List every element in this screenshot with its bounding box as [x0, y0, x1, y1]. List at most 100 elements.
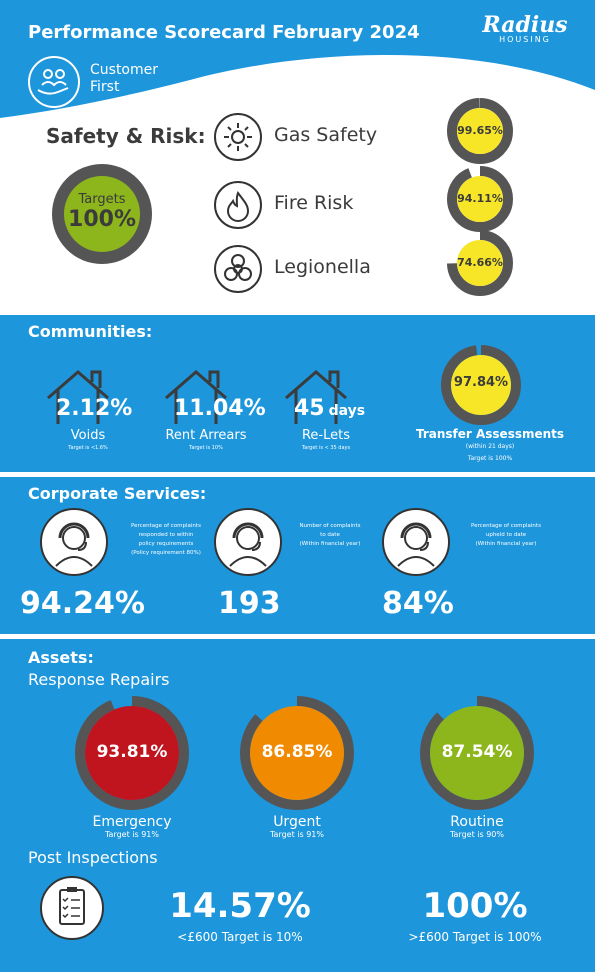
- repair-progress-fill: [250, 706, 344, 800]
- corporate-heading: Corporate Services:: [28, 484, 207, 503]
- safety-item-value: 94.11%: [457, 192, 503, 205]
- page-title: Performance Scorecard February 2024: [28, 22, 420, 43]
- people-hand-icon: [37, 69, 69, 95]
- biohazard-icon: [224, 254, 252, 281]
- transfer-progress: [441, 345, 521, 425]
- transfer-progress-progress-arc: [441, 345, 521, 425]
- safety-item-ring: 74.66%: [447, 230, 513, 296]
- safety-heading: Safety & Risk:: [46, 124, 206, 148]
- house-outline-icon: [282, 366, 352, 428]
- safety-item-value: 99.65%: [457, 124, 503, 137]
- safety-item-label: Legionella: [274, 256, 371, 278]
- repair-ring: 93.81%: [75, 696, 189, 810]
- community-label: Re-Lets: [301, 428, 351, 443]
- flame-icon: [226, 190, 250, 222]
- repair-label: Emergency: [92, 814, 172, 830]
- repair-label: Routine: [450, 814, 504, 830]
- safety-ring-progress-arc: [447, 98, 513, 164]
- post-inspection-label: >£600 Target is 100%: [408, 930, 542, 944]
- community-unit: days: [328, 403, 366, 419]
- clipboard-badge: [40, 876, 104, 940]
- post-inspections-heading: Post Inspections: [28, 848, 158, 867]
- post-inspection-value: 14.57%: [169, 886, 311, 926]
- community-target: Target is 10%: [189, 445, 223, 451]
- repair-progress-progress-arc: [240, 696, 354, 810]
- post-inspection-value: 100%: [422, 886, 528, 926]
- safety-ring: [447, 230, 513, 296]
- response-repairs-heading: Response Repairs: [28, 670, 170, 689]
- repair-target: Target is 91%: [269, 830, 324, 839]
- safety-ring-fill: [457, 240, 503, 286]
- repair-ring: 87.54%: [420, 696, 534, 810]
- community-target: Target is <1.6%: [68, 445, 108, 451]
- biohazard-badge: [214, 245, 262, 293]
- safety-item-label: Gas Safety: [274, 124, 378, 146]
- customer-first-badge: [28, 56, 80, 108]
- repair-progress: [240, 696, 354, 810]
- transfer-progress-fill: [451, 355, 511, 415]
- repair-value: 86.85%: [261, 742, 333, 762]
- transfer-ring: 97.84%: [441, 345, 521, 425]
- community-target: Target is < 35 days: [301, 445, 351, 451]
- safety-target-ring: Targets 100%: [52, 164, 152, 264]
- repair-target: Target is 90%: [449, 830, 504, 839]
- brand-subtitle: HOUSING: [499, 35, 551, 44]
- community-value: 45 days: [294, 396, 366, 421]
- safety-ring-fill: [457, 108, 503, 154]
- transfer-value: 97.84%: [453, 375, 509, 390]
- sun-icon: [224, 123, 252, 151]
- repair-progress-fill: [85, 706, 179, 800]
- safety-ring-progress-arc: [447, 230, 513, 296]
- repair-progress-progress-arc: [75, 696, 189, 810]
- safety-ring: [447, 98, 513, 164]
- corporate-value: 84%: [382, 586, 454, 621]
- repair-progress-fill: [430, 706, 524, 800]
- safety-ring-fill: [457, 176, 503, 222]
- communities-heading: Communities:: [28, 322, 153, 341]
- community-label: Voids: [70, 428, 106, 443]
- agent-headset-female-icon: [382, 508, 450, 576]
- community-value: 2.12%: [56, 396, 133, 421]
- corporate-description: Number of complaints to date (Within finan…: [299, 523, 361, 547]
- safety-item-label: Fire Risk: [274, 192, 354, 214]
- agent-headset-icon: [40, 508, 108, 576]
- sun-badge: [214, 113, 262, 161]
- community-label: Rent Arrears: [165, 428, 247, 443]
- brand-logo: Radius HOUSING: [470, 12, 580, 44]
- corporate-description: Percentage of complaints upheld to date (W…: [471, 523, 541, 547]
- house-outline-icon: [44, 366, 114, 428]
- header-band: [0, 0, 595, 120]
- safety-item-value: 74.66%: [457, 256, 503, 269]
- repair-progress: [420, 696, 534, 810]
- agent-headset-icon: [214, 508, 282, 576]
- safety-target-circle: Targets 100%: [64, 176, 140, 252]
- corporate-description: Percentage of complaints responded to wit…: [131, 523, 201, 556]
- assets-heading: Assets:: [28, 648, 94, 667]
- safety-ring-progress-arc: [447, 166, 513, 232]
- repair-progress-progress-arc: [420, 696, 534, 810]
- community-value: 11.04%: [174, 396, 266, 421]
- safety-target-label: Targets: [78, 192, 126, 207]
- repair-target: Target is 91%: [104, 830, 159, 839]
- transfer-sub: (within 21 days): [465, 443, 515, 450]
- brand-name: Radius: [482, 12, 568, 38]
- repair-ring: 86.85%: [240, 696, 354, 810]
- safety-target-value: 100%: [68, 207, 136, 232]
- repair-label: Urgent: [273, 814, 321, 830]
- safety-item-ring: 94.11%: [447, 166, 513, 232]
- safety-item-ring: 99.65%: [447, 98, 513, 164]
- customer-first-label: Customer First: [90, 62, 159, 95]
- house-outline-icon: [162, 366, 232, 428]
- repair-progress: [75, 696, 189, 810]
- repair-value: 87.54%: [441, 742, 513, 762]
- clipboard-checklist-icon: [59, 887, 85, 925]
- repair-value: 93.81%: [96, 742, 168, 762]
- transfer-target: Target is 100%: [467, 455, 513, 462]
- corporate-value: 94.24%: [20, 586, 145, 621]
- post-inspection-label: <£600 Target is 10%: [177, 930, 303, 944]
- safety-ring: [447, 166, 513, 232]
- flame-badge: [214, 181, 262, 229]
- header-wave: [0, 0, 595, 118]
- transfer-label: Transfer Assessments: [415, 427, 565, 441]
- corporate-value: 193: [218, 586, 281, 621]
